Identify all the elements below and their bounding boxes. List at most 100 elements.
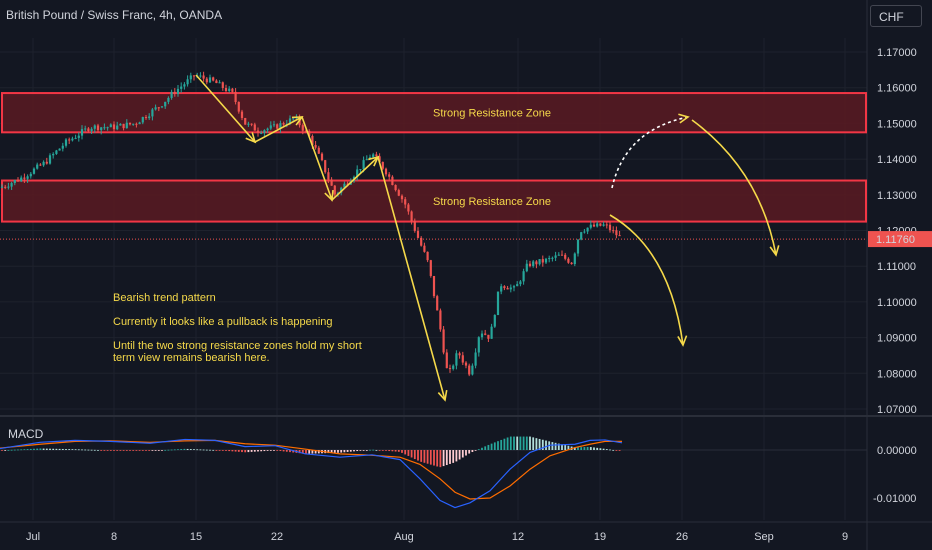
candle bbox=[7, 182, 10, 190]
candle-body bbox=[359, 169, 362, 171]
candle bbox=[183, 82, 186, 90]
candle bbox=[176, 84, 180, 97]
histogram-bar bbox=[497, 441, 499, 450]
candle bbox=[61, 142, 64, 152]
candle bbox=[141, 116, 144, 125]
candle-body bbox=[244, 117, 247, 125]
histogram-bar bbox=[618, 450, 621, 451]
candle bbox=[426, 251, 429, 263]
note-view-line1: Until the two strong resistance zones ho… bbox=[113, 340, 362, 352]
candle bbox=[36, 162, 39, 170]
candle-body bbox=[253, 124, 256, 131]
candle-body bbox=[256, 130, 260, 133]
histogram-bar bbox=[506, 437, 509, 450]
projection-arrow-up bbox=[678, 113, 690, 124]
candle bbox=[400, 194, 404, 203]
candle bbox=[381, 161, 384, 171]
candle-body bbox=[189, 75, 192, 80]
candle-body bbox=[320, 153, 324, 161]
candle-body bbox=[32, 168, 36, 174]
histogram-bar bbox=[141, 450, 144, 451]
histogram-bar bbox=[132, 450, 135, 451]
histogram-bar bbox=[253, 450, 256, 452]
candle-body bbox=[324, 160, 327, 173]
candle bbox=[471, 363, 474, 376]
histogram-bar bbox=[391, 450, 394, 452]
candle bbox=[503, 285, 506, 291]
candle-body bbox=[391, 176, 394, 185]
candle bbox=[52, 152, 55, 159]
histogram-bar bbox=[71, 449, 74, 450]
candle-body bbox=[93, 125, 96, 129]
resistance-zone-2 bbox=[1, 179, 867, 223]
candle-body bbox=[55, 150, 58, 154]
candle-body bbox=[237, 101, 240, 112]
histogram-bar bbox=[445, 450, 448, 466]
histogram-bar bbox=[586, 446, 589, 450]
candle-body bbox=[141, 117, 144, 123]
price-tick-label: 1.10000 bbox=[877, 297, 917, 309]
histogram-bar bbox=[103, 450, 106, 451]
histogram-bar bbox=[452, 450, 455, 463]
candle-body bbox=[426, 251, 429, 261]
candle-body bbox=[468, 365, 471, 375]
candle bbox=[48, 153, 52, 165]
candle bbox=[20, 175, 23, 183]
histogram-bar bbox=[522, 436, 525, 450]
candle-body bbox=[103, 127, 106, 129]
currency-button[interactable]: CHF bbox=[870, 5, 922, 27]
candle-body bbox=[52, 153, 55, 156]
resistance-zone-1 bbox=[1, 92, 867, 134]
candle-body bbox=[432, 275, 436, 297]
histogram-bar bbox=[385, 450, 387, 451]
histogram-bar bbox=[596, 447, 599, 450]
candle bbox=[125, 119, 128, 129]
candle bbox=[317, 145, 320, 155]
histogram-bar bbox=[113, 450, 115, 451]
candle-body bbox=[570, 262, 573, 265]
candle-body bbox=[356, 169, 359, 177]
time-tick-label: 15 bbox=[190, 531, 202, 543]
histogram-bar bbox=[109, 450, 112, 451]
candle bbox=[250, 123, 253, 127]
candle bbox=[496, 291, 500, 316]
histogram-bar bbox=[106, 450, 109, 451]
candle bbox=[205, 77, 208, 85]
zigzag-arrow-4 bbox=[368, 155, 380, 167]
time-tick-label: Jul bbox=[26, 531, 40, 543]
projection-arrow-down-2 bbox=[769, 245, 780, 257]
candle-body bbox=[484, 333, 487, 335]
candle bbox=[564, 252, 567, 261]
histogram-bar bbox=[77, 449, 80, 451]
candle bbox=[468, 363, 471, 377]
candle-body bbox=[618, 235, 621, 237]
candle bbox=[276, 123, 279, 130]
candle bbox=[404, 196, 407, 209]
histogram-bar bbox=[154, 450, 157, 451]
histogram-bar bbox=[420, 450, 423, 462]
candle-body bbox=[416, 230, 420, 238]
candle bbox=[144, 114, 148, 120]
candle bbox=[96, 123, 100, 133]
candle-body bbox=[343, 183, 346, 188]
histogram-bar bbox=[20, 449, 23, 451]
histogram-bar bbox=[39, 448, 42, 450]
candle bbox=[87, 127, 90, 133]
candle bbox=[74, 134, 77, 140]
candle-body bbox=[554, 255, 557, 258]
candle bbox=[445, 349, 448, 369]
candle bbox=[100, 126, 103, 135]
candle-body bbox=[535, 261, 538, 265]
histogram-bar bbox=[116, 450, 119, 451]
candle bbox=[26, 174, 29, 183]
candle-body bbox=[327, 172, 330, 180]
candle bbox=[45, 157, 48, 165]
histogram-bar bbox=[311, 450, 314, 454]
histogram-bar bbox=[458, 450, 461, 460]
candle-body bbox=[490, 326, 493, 339]
histogram-bar bbox=[557, 443, 560, 450]
candle bbox=[394, 184, 397, 192]
candle bbox=[224, 84, 228, 93]
candle bbox=[160, 106, 164, 109]
candle bbox=[186, 75, 189, 87]
